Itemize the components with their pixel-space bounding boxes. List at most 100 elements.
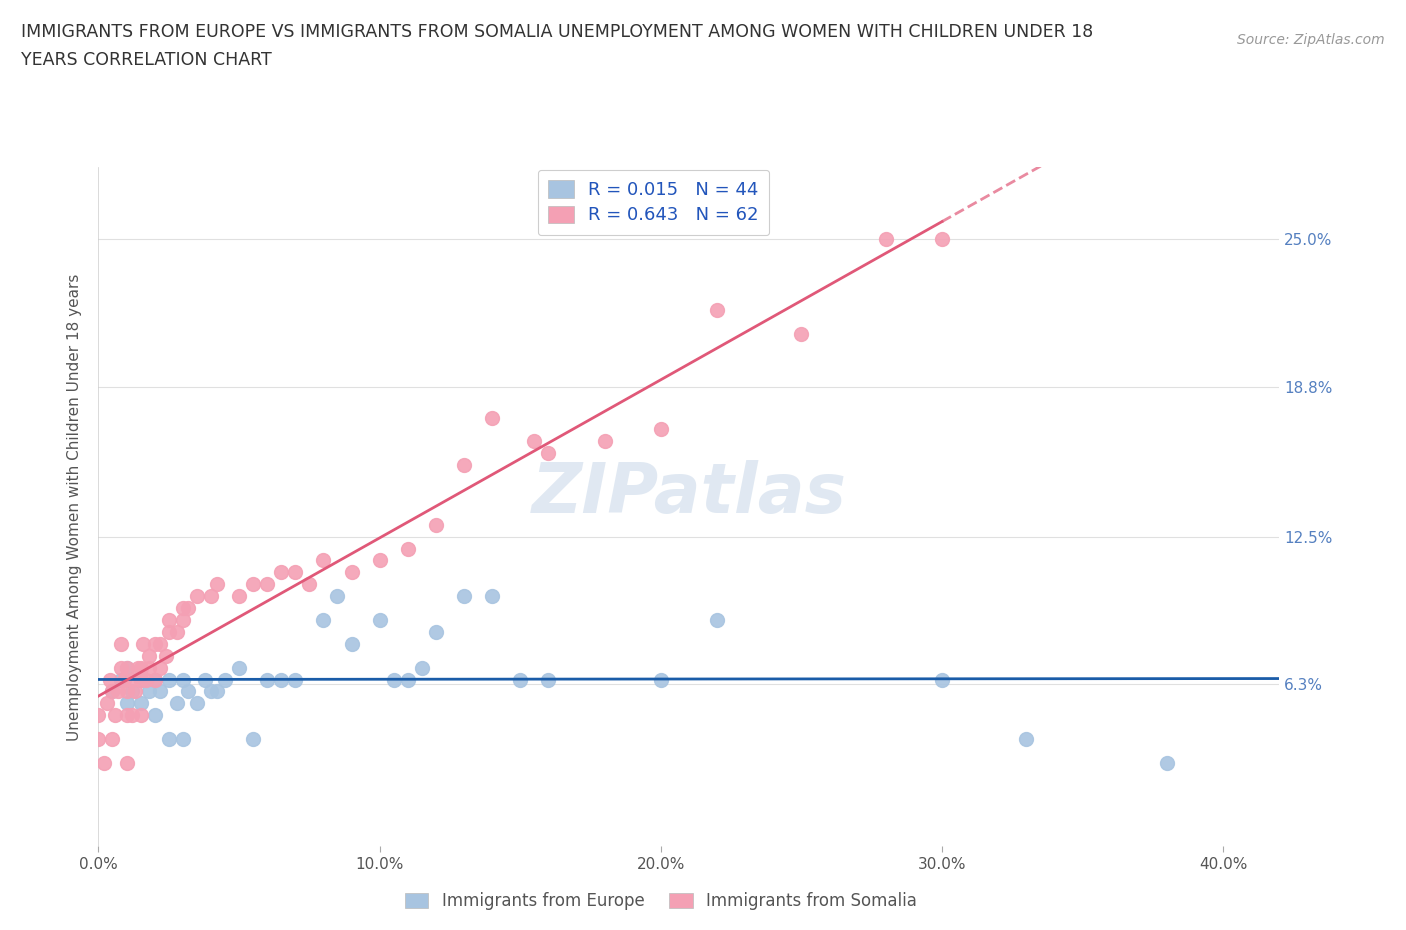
Point [172,672,194,687]
Point [121,708,143,723]
Point [453,458,475,472]
Point [110,672,132,687]
Point [425,517,447,532]
Point [298,577,321,591]
Point [101,732,124,747]
Point [205,684,228,699]
Point [382,672,405,687]
Point [157,613,180,628]
Point [931,672,953,687]
Point [138,648,160,663]
Point [143,636,166,651]
Point [124,684,146,699]
Point [143,672,166,687]
Legend: Immigrants from Europe, Immigrants from Somalia: Immigrants from Europe, Immigrants from … [398,885,924,917]
Point [129,660,152,675]
Point [214,672,236,687]
Point [132,636,155,651]
Point [112,672,135,687]
Point [93,755,115,770]
Point [149,636,172,651]
Point [326,589,349,604]
Point [650,422,672,437]
Point [411,660,433,675]
Point [256,672,278,687]
Point [115,755,138,770]
Point [284,672,307,687]
Point [172,601,194,616]
Point [157,732,180,747]
Point [115,696,138,711]
Point [396,672,419,687]
Point [537,672,560,687]
Point [509,672,531,687]
Point [87,732,110,747]
Point [186,589,208,604]
Point [115,684,138,699]
Point [270,672,292,687]
Point [194,672,217,687]
Point [110,636,132,651]
Point [177,684,200,699]
Point [129,696,152,711]
Point [186,696,208,711]
Point [138,684,160,699]
Point [481,589,503,604]
Point [115,660,138,675]
Point [200,589,222,604]
Text: IMMIGRANTS FROM EUROPE VS IMMIGRANTS FROM SOMALIA UNEMPLOYMENT AMONG WOMEN WITH : IMMIGRANTS FROM EUROPE VS IMMIGRANTS FRO… [21,23,1094,41]
Point [172,732,194,747]
Point [149,660,172,675]
Point [129,672,152,687]
Point [129,672,152,687]
Text: ZIPatlas: ZIPatlas [531,459,846,526]
Point [104,708,127,723]
Point [155,648,177,663]
Point [200,684,222,699]
Point [931,232,953,246]
Point [115,660,138,675]
Legend: R = 0.015   N = 44, R = 0.643   N = 62: R = 0.015 N = 44, R = 0.643 N = 62 [537,169,769,235]
Point [593,434,616,449]
Point [312,613,335,628]
Point [98,672,121,687]
Point [110,660,132,675]
Point [129,708,152,723]
Point [149,684,172,699]
Point [177,601,200,616]
Point [143,672,166,687]
Point [523,434,546,449]
Point [340,565,363,579]
Point [228,589,250,604]
Point [396,541,419,556]
Point [172,613,194,628]
Y-axis label: Unemployment Among Women with Children Under 18 years: Unemployment Among Women with Children U… [67,273,83,740]
Point [1015,732,1038,747]
Point [121,672,143,687]
Point [87,708,110,723]
Point [368,613,391,628]
Point [138,660,160,675]
Point [270,565,292,579]
Point [228,660,250,675]
Point [368,553,391,568]
Text: YEARS CORRELATION CHART: YEARS CORRELATION CHART [21,51,271,69]
Point [284,565,307,579]
Point [340,636,363,651]
Point [115,708,138,723]
Point [107,684,129,699]
Point [312,553,335,568]
Point [1156,755,1178,770]
Point [650,672,672,687]
Point [242,732,264,747]
Point [121,684,143,699]
Point [135,672,157,687]
Point [166,696,188,711]
Point [537,445,560,460]
Point [96,696,118,711]
Point [790,326,813,341]
Point [242,577,264,591]
Point [706,303,728,318]
Point [205,577,228,591]
Point [481,410,503,425]
